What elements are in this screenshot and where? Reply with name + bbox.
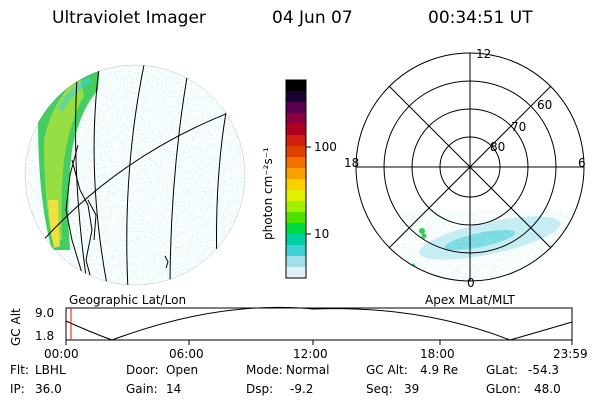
- colorbar-segment: [286, 179, 306, 191]
- colorbar-segment: [286, 135, 306, 147]
- status-gain-label: Gain:: [126, 382, 158, 396]
- status-ip-value: 36.0: [35, 382, 62, 396]
- colorbar-segment: [286, 256, 306, 268]
- status-glat-value: -54.3: [528, 363, 560, 377]
- status-ip-label: IP:: [10, 382, 25, 396]
- colorbar-segment: [286, 102, 306, 114]
- status-filter-label: Flt:: [10, 363, 29, 377]
- status-gcalt-value: 4.9 Re: [420, 363, 459, 377]
- earth-disk-image: [25, 65, 245, 285]
- color-scale-bar: [286, 80, 306, 279]
- time-tick-1200: 12:00: [293, 347, 328, 361]
- colorbar-segment: [286, 267, 306, 279]
- status-door-value: Open: [166, 363, 199, 377]
- mlt-label-6: 6: [578, 156, 586, 170]
- status-dsp-value: -9.2: [290, 382, 314, 396]
- altitude-axis-label: GC Alt: [9, 308, 23, 346]
- time-tick-0000: 00:00: [44, 347, 79, 361]
- altitude-tick-1-8: 1.8: [35, 329, 55, 343]
- status-dsp-label: Dsp:: [246, 382, 274, 396]
- colorbar-tick-100: 100: [314, 140, 337, 154]
- status-mode-label: Mode:: [246, 363, 283, 377]
- colorbar-segment: [286, 168, 306, 180]
- colorbar-segment: [286, 146, 306, 158]
- colorbar-segment: [286, 212, 306, 224]
- colorbar-segment: [286, 245, 306, 257]
- mlt-label-12: 12: [476, 47, 492, 61]
- status-gain-value: 14: [166, 382, 182, 396]
- date-label: 04 Jun 07: [272, 8, 353, 28]
- time-tick-2359: 23:59: [553, 347, 588, 361]
- time-tick-0600: 06:00: [169, 347, 204, 361]
- status-mode-value: Normal: [286, 363, 330, 377]
- time-label: 00:34:51 UT: [428, 8, 533, 28]
- geographic-label: Geographic Lat/Lon: [69, 293, 187, 307]
- apex-label: Apex MLat/MLT: [425, 293, 515, 307]
- polar-plot: [355, 52, 585, 282]
- colorbar-segment: [286, 201, 306, 213]
- colorbar-segment: [286, 157, 306, 169]
- status-glat-label: GLat:: [486, 363, 519, 377]
- lat-label-70: 70: [511, 120, 527, 134]
- colorbar-segment: [286, 80, 306, 92]
- time-tick-1800: 18:00: [420, 347, 455, 361]
- status-seq-label: Seq:: [366, 382, 393, 396]
- status-door-label: Door:: [126, 363, 159, 377]
- lat-label-80: 80: [490, 140, 506, 154]
- colorbar-segment: [286, 234, 306, 246]
- lat-label-60: 60: [537, 98, 553, 112]
- altitude-plot: [65, 306, 573, 345]
- status-glon-label: GLon:: [486, 382, 521, 396]
- colorbar-segment: [286, 91, 306, 103]
- status-filter-value: LBHL: [35, 363, 66, 377]
- status-seq-value: 39: [404, 382, 420, 396]
- altitude-tick-9: 9.0: [35, 306, 55, 320]
- instrument-title: Ultraviolet Imager: [52, 8, 206, 28]
- colorbar-tick-10: 10: [314, 227, 330, 241]
- status-glon-value: 48.0: [534, 382, 561, 396]
- mlt-label-0: 0: [467, 276, 475, 290]
- colorbar-segment: [286, 223, 306, 235]
- colorbar-segment: [286, 124, 306, 136]
- colorbar-segment: [286, 113, 306, 125]
- mlt-label-18: 18: [344, 156, 360, 170]
- colorbar-segment: [286, 190, 306, 202]
- status-gcalt-label: GC Alt:: [366, 363, 408, 377]
- colorbar-unit-label: photon cm⁻²s⁻¹: [261, 147, 275, 240]
